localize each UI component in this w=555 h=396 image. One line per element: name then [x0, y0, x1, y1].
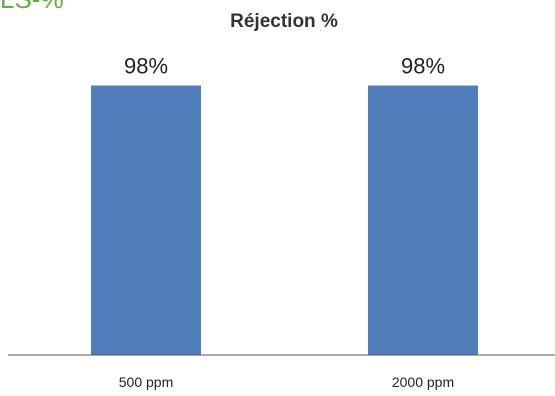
x-tick-label: 2000 ppm: [392, 374, 454, 390]
page-heading: LS-%: [0, 0, 64, 12]
chart-title: Réjection %: [230, 11, 338, 32]
x-tick-label: 500 ppm: [119, 374, 173, 390]
x-tick-labels-group: 500 ppm 2000 ppm: [119, 374, 454, 390]
bars-group: [91, 85, 478, 355]
data-labels-group: 98% 98%: [124, 54, 445, 79]
bar-2000-ppm: [368, 85, 478, 355]
data-label: 98%: [401, 54, 445, 79]
bar-500-ppm: [91, 85, 201, 355]
data-label: 98%: [124, 54, 168, 79]
